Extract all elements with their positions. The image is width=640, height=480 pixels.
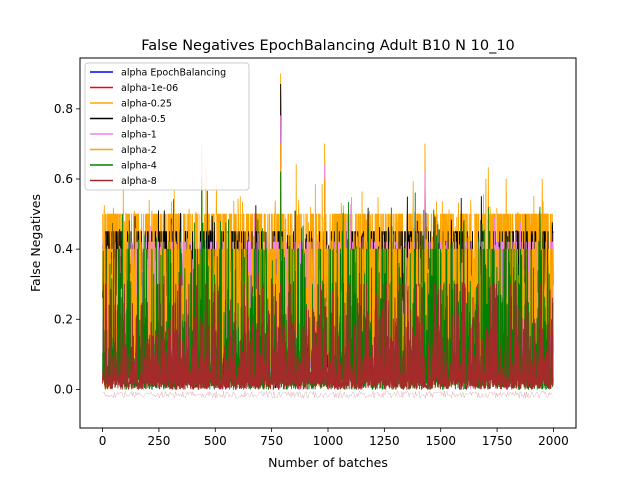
x-tick-label: 500 [204, 434, 227, 448]
legend-label: alpha-0.25 [121, 99, 172, 110]
series-line [102, 268, 554, 390]
axes-layer: 0 250 500 750 1000 1250 1500 1750 2000 0.0 0.2 0.4 0… [54, 102, 569, 448]
legend-label: alpha EpochBalancing [121, 68, 226, 79]
y-tick-label: 0.8 [54, 102, 73, 116]
series-layer [102, 73, 554, 400]
x-tick-label: 250 [147, 434, 170, 448]
legend-label: alpha-1 [121, 130, 157, 141]
y-tick-label: 0.2 [54, 312, 73, 326]
legend-label: alpha-1e-06 [121, 83, 178, 94]
legend: alpha EpochBalancing alpha-1e-06 alpha-0.2… [84, 62, 250, 191]
x-tick-label: 1250 [369, 434, 400, 448]
x-axis-label: Number of batches [268, 455, 388, 470]
x-tick-label: 2000 [538, 434, 569, 448]
y-tick-label: 0.0 [54, 382, 73, 396]
x-tick-label: 1000 [313, 434, 344, 448]
x-tick-label: 750 [260, 434, 283, 448]
x-tick-label: 1750 [482, 434, 513, 448]
x-tick-label: 0 [99, 434, 107, 448]
legend-box [84, 62, 250, 191]
y-tick-label: 0.4 [54, 242, 73, 256]
legend-label: alpha-2 [121, 145, 157, 156]
legend-label: alpha-8 [121, 176, 157, 187]
x-tick-label: 1500 [425, 434, 456, 448]
series-band [102, 390, 553, 400]
chart-title: False Negatives EpochBalancing Adult B10… [141, 38, 515, 54]
y-tick-label: 0.6 [54, 172, 73, 186]
legend-label: alpha-0.5 [121, 114, 166, 125]
y-axis-label: False Negatives [28, 194, 43, 292]
legend-label: alpha-4 [121, 161, 157, 172]
